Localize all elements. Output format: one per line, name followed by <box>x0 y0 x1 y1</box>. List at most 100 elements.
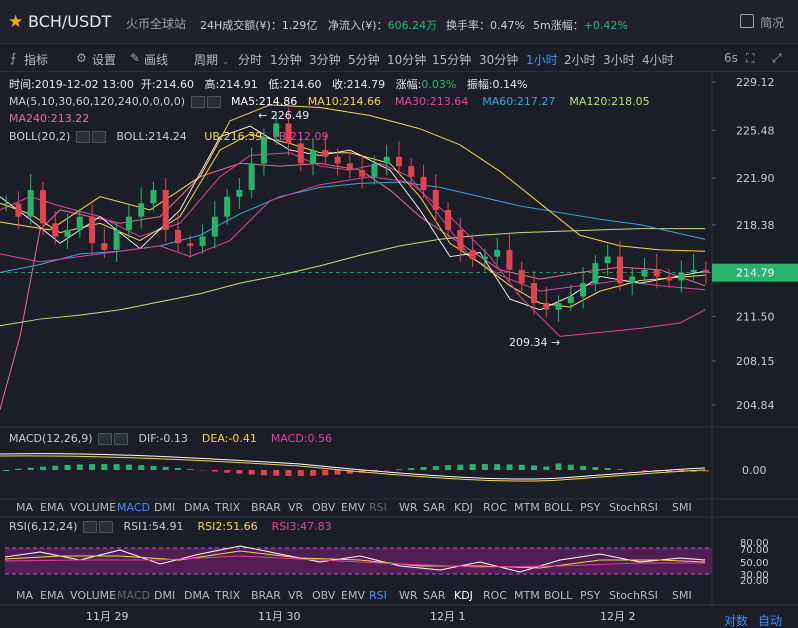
ma10-value: MA10:214.66 <box>307 95 381 108</box>
indicator-tab-vr[interactable]: VR <box>288 501 304 514</box>
exchange-name: 火币全球站 <box>126 17 187 31</box>
volume-label: 24H成交额(¥) <box>200 19 271 32</box>
indicator-tab-mtm[interactable]: MTM <box>514 501 540 514</box>
period-3m[interactable]: 3分钟 <box>309 53 341 67</box>
candle-body <box>678 272 685 281</box>
ma-settings-icon[interactable] <box>190 96 205 108</box>
rsi-settings-icon[interactable] <box>82 521 97 533</box>
indicator-tab-stochrsi[interactable]: StochRSI <box>609 501 658 514</box>
indicator-tab-emv[interactable]: EMV <box>341 501 365 514</box>
candle-body <box>346 163 353 171</box>
indicator-tab-ma[interactable]: MA <box>16 589 34 602</box>
indicator-icon[interactable]: ⨍ <box>10 51 17 65</box>
period-15m[interactable]: 15分钟 <box>432 53 472 67</box>
indicator-tab-sar[interactable]: SAR <box>423 589 446 602</box>
indicator-tab-dma[interactable]: DMA <box>184 589 210 602</box>
indicator-tab-volume[interactable]: VOLUME <box>70 589 117 602</box>
ma-close-icon[interactable] <box>206 96 221 108</box>
indicator-tab-smi[interactable]: SMI <box>672 501 692 514</box>
period-dropdown[interactable]: 周期 ⌄ <box>194 51 229 68</box>
macd-settings-icon[interactable] <box>98 433 113 445</box>
indicator-tab-rsi[interactable]: RSI <box>369 501 387 514</box>
log-scale-button[interactable]: 对数 <box>724 614 749 628</box>
draw-line-button[interactable]: 画线 <box>144 53 169 67</box>
period-10m[interactable]: 10分钟 <box>387 53 427 67</box>
indicator-tab-mtm[interactable]: MTM <box>514 589 540 602</box>
period-1m[interactable]: 1分钟 <box>270 53 302 67</box>
fullscreen-icon[interactable]: ⛶ <box>746 51 755 65</box>
settings-button[interactable]: 设置 <box>92 53 117 67</box>
chart-canvas[interactable]: 229.12 225.48 221.90 218.38 211.50 208.15 204.… <box>0 72 798 628</box>
ma-label: MA(5,10,30,60,120,240,0,0,0,0) <box>9 95 186 108</box>
period-5m[interactable]: 5分钟 <box>348 53 380 67</box>
indicator-button[interactable]: 指标 <box>24 53 49 67</box>
boll-info: BOLL(20,2) BOLL:214.24 UB:216.39 LB:212.… <box>9 130 328 143</box>
boll-settings-icon[interactable] <box>75 131 90 143</box>
change5m-label: 5m涨幅 <box>533 19 573 32</box>
indicator-tab-brar[interactable]: BRAR <box>251 501 281 514</box>
indicator-tab-kdj[interactable]: KDJ <box>454 589 473 602</box>
overview-button[interactable]: 简况 <box>759 16 784 30</box>
indicator-tab-obv[interactable]: OBV <box>312 589 336 602</box>
candle-body <box>27 190 34 217</box>
indicator-tab-wr[interactable]: WR <box>399 589 418 602</box>
indicator-tab-boll[interactable]: BOLL <box>544 589 573 602</box>
indicator-tab-roc[interactable]: ROC <box>483 589 507 602</box>
period-2h[interactable]: 2小时 <box>564 53 596 67</box>
gear-icon[interactable]: ⚙ <box>76 51 87 65</box>
macd-histogram-bar <box>334 470 341 475</box>
indicator-tab-kdj[interactable]: KDJ <box>454 501 473 514</box>
indicator-tab-psy[interactable]: PSY <box>580 589 601 602</box>
period-4h[interactable]: 4小时 <box>642 53 674 67</box>
macd-close-icon[interactable] <box>114 433 129 445</box>
ma60-value: MA60:217.27 <box>482 95 556 108</box>
indicator-tab-ema[interactable]: EMA <box>40 501 64 514</box>
indicator-tab-psy[interactable]: PSY <box>580 501 601 514</box>
pen-icon[interactable]: ✎ <box>130 51 141 65</box>
indicator-tab-rsi[interactable]: RSI <box>369 589 387 602</box>
macd-histogram-bar <box>76 464 83 470</box>
indicator-tab-trix[interactable]: TRIX <box>215 589 241 602</box>
period-3h[interactable]: 3小时 <box>603 53 635 67</box>
indicator-tab-emv[interactable]: EMV <box>341 589 365 602</box>
indicator-tab-boll[interactable]: BOLL <box>544 501 573 514</box>
expand-icon[interactable]: ⤢ <box>772 51 782 65</box>
indicator-tab-ema[interactable]: EMA <box>40 589 64 602</box>
indicator-tab-wr[interactable]: WR <box>399 501 418 514</box>
period-1h[interactable]: 1小时 <box>526 53 558 67</box>
indicator-tab-macd[interactable]: MACD <box>117 589 150 602</box>
indicator-tab-dmi[interactable]: DMI <box>154 501 176 514</box>
candle-body <box>248 163 255 191</box>
candle-body <box>432 190 439 210</box>
indicator-tab-stochrsi[interactable]: StochRSI <box>609 589 658 602</box>
refresh-interval[interactable]: 6s <box>724 51 738 65</box>
overview-icon[interactable] <box>740 14 754 28</box>
candle-body <box>285 123 292 144</box>
candle-body <box>445 209 452 230</box>
macd-histogram-bar <box>506 464 513 470</box>
favorite-star-icon[interactable]: ★ <box>8 12 24 32</box>
indicator-tab-brar[interactable]: BRAR <box>251 589 281 602</box>
indicator-tab-trix[interactable]: TRIX <box>215 501 241 514</box>
indicator-tab-macd[interactable]: MACD <box>117 501 150 514</box>
indicator-tab-ma[interactable]: MA <box>16 501 34 514</box>
auto-scale-button[interactable]: 自动 <box>758 614 783 628</box>
chevron-down-icon: ⌄ <box>221 57 230 67</box>
indicator-tab-dma[interactable]: DMA <box>184 501 210 514</box>
kline-chart[interactable]: 229.12 225.48 221.90 218.38 211.50 208.15 204.… <box>0 72 798 628</box>
boll-close-icon[interactable] <box>91 131 106 143</box>
period-timeline[interactable]: 分时 <box>238 53 263 67</box>
indicator-tab-obv[interactable]: OBV <box>312 501 336 514</box>
period-30m[interactable]: 30分钟 <box>479 53 519 67</box>
indicator-tab-sar[interactable]: SAR <box>423 501 446 514</box>
indicator-tab-volume[interactable]: VOLUME <box>70 501 117 514</box>
inflow-value: 606.24万 <box>387 19 438 32</box>
indicator-tab-roc[interactable]: ROC <box>483 501 507 514</box>
indicator-tab-vr[interactable]: VR <box>288 589 304 602</box>
pair-title[interactable]: BCH/USDT <box>28 12 112 31</box>
indicator-tab-dmi[interactable]: DMI <box>154 589 176 602</box>
indicator-tab-smi[interactable]: SMI <box>672 589 692 602</box>
current-price-tag <box>712 263 798 282</box>
rsi-close-icon[interactable] <box>98 521 113 533</box>
candle-body <box>371 163 378 177</box>
